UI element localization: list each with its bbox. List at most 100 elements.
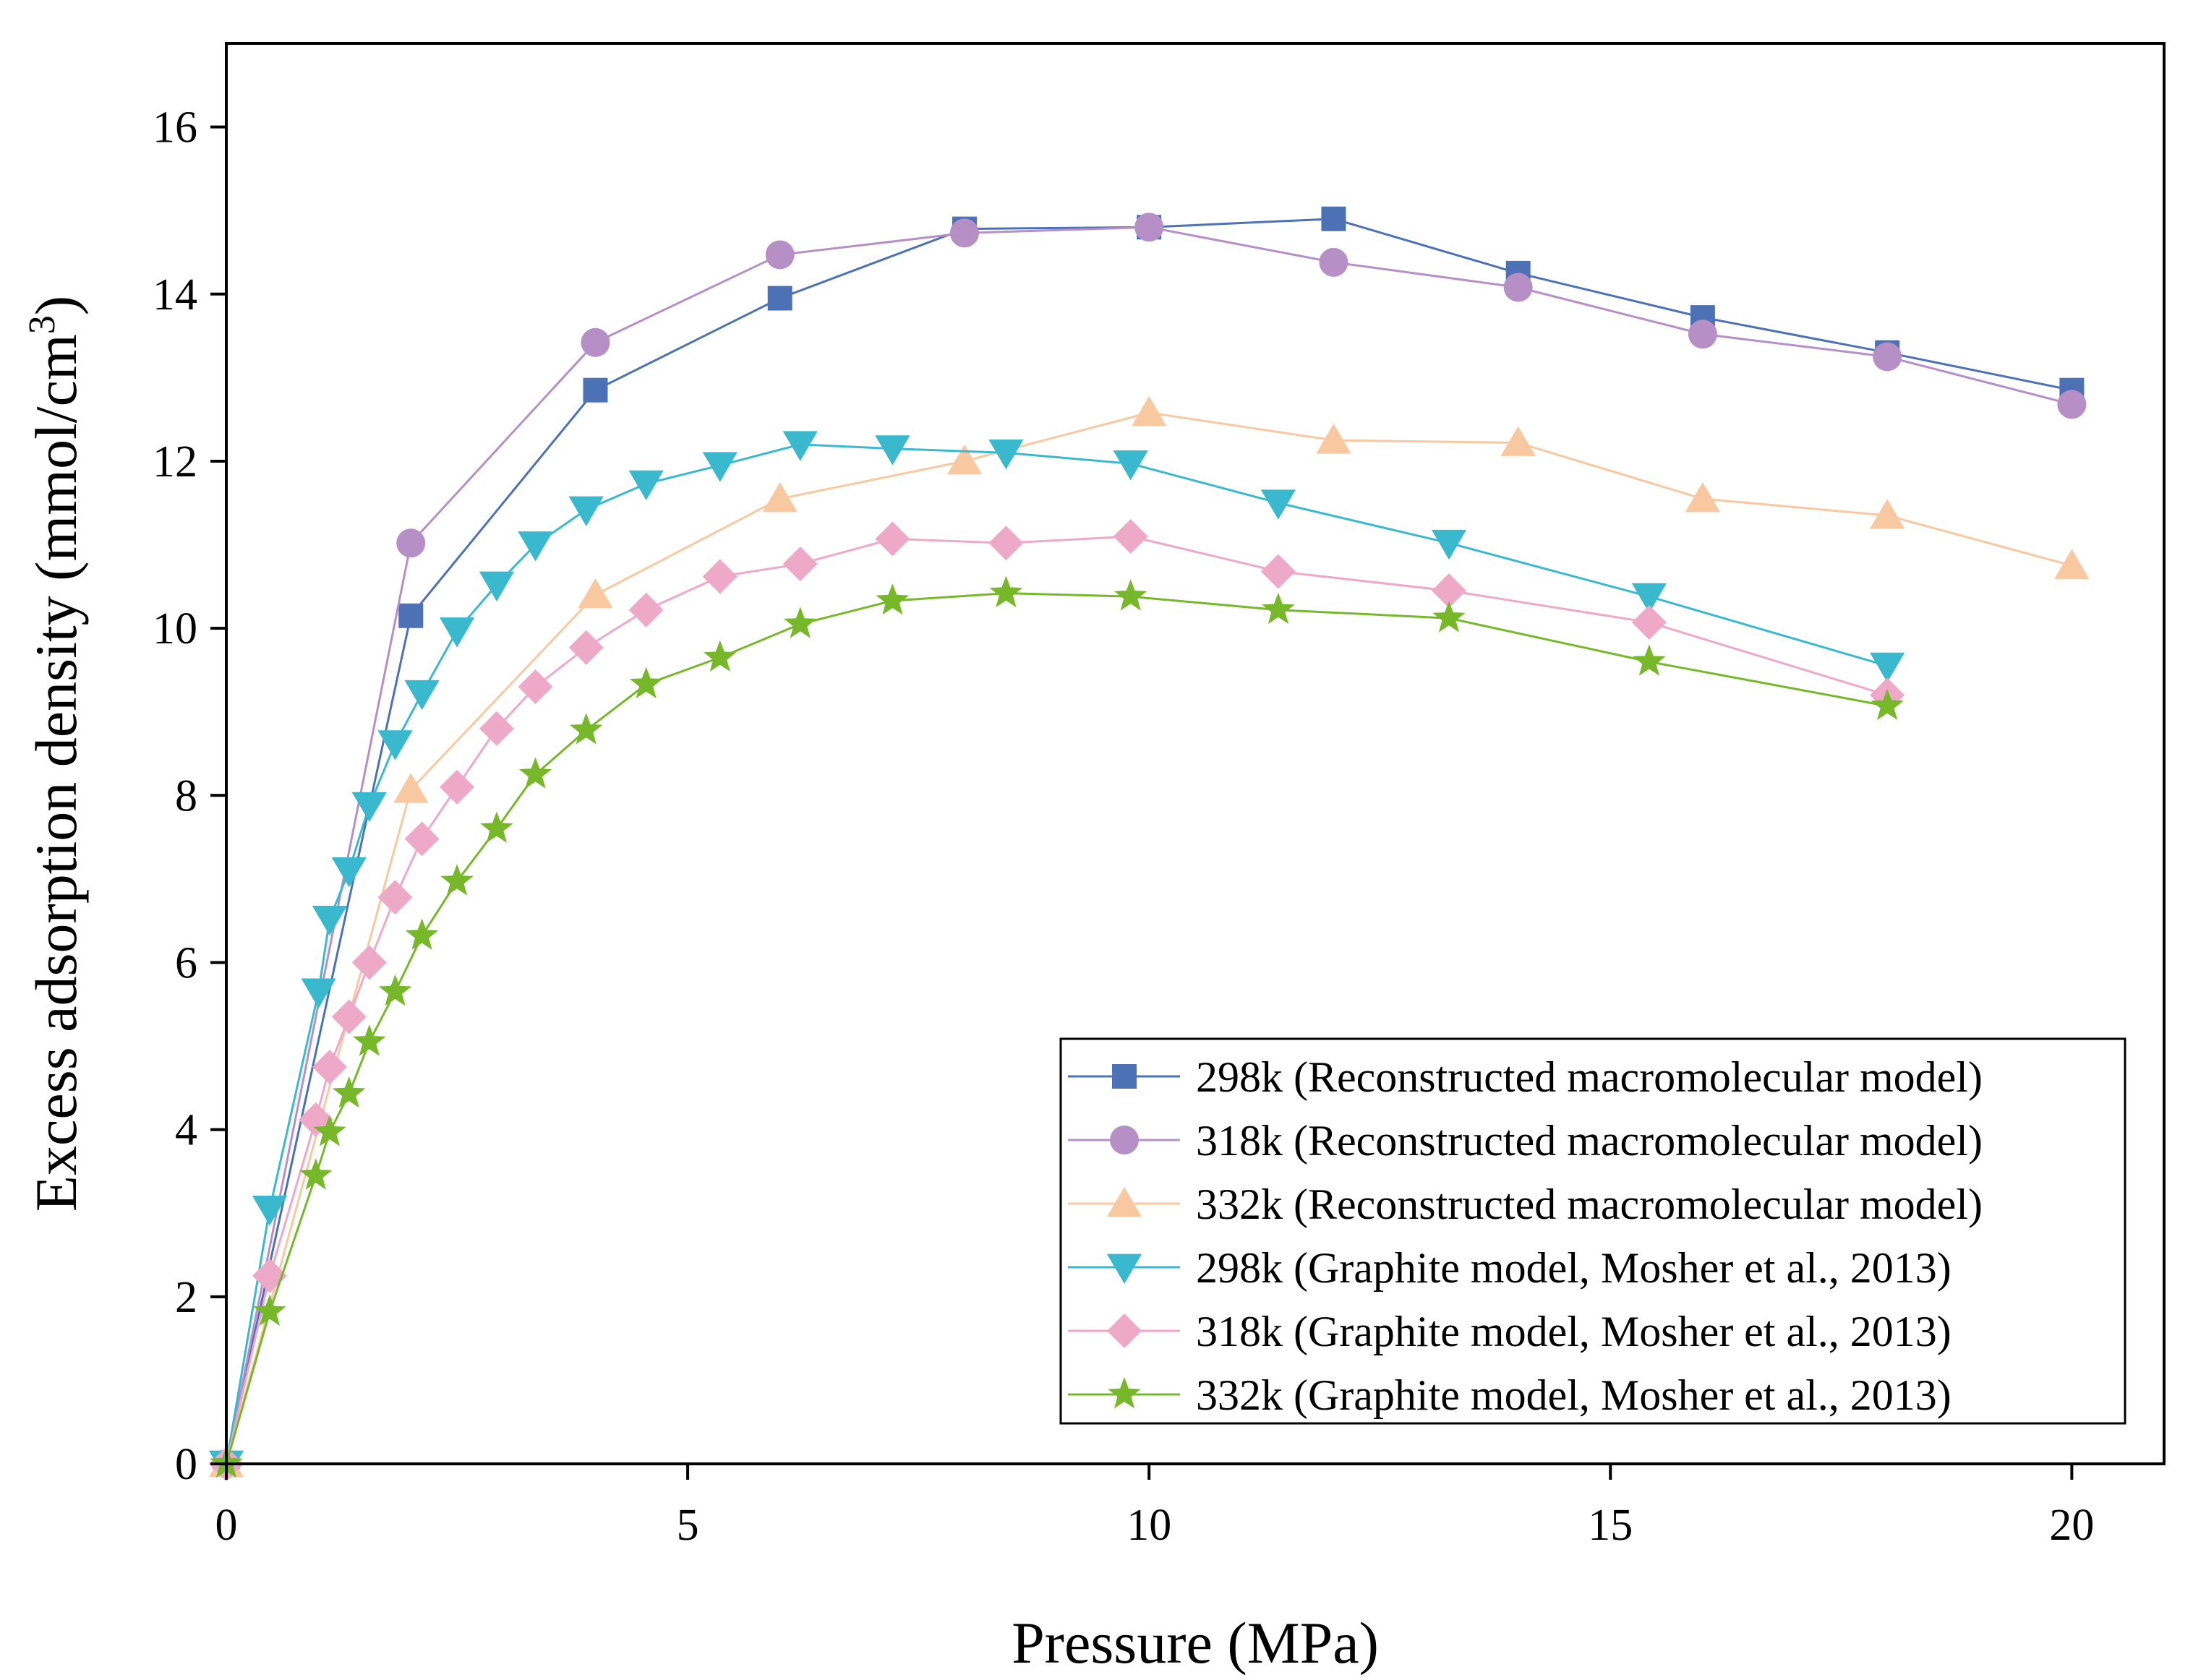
data-point [518,757,552,789]
y-tick-label: 14 [153,270,197,320]
data-point [782,431,818,461]
y-tick-label: 6 [175,938,197,987]
series-4 [208,431,1905,1480]
data-point [404,821,440,857]
data-point [2054,549,2090,579]
x-tick-label: 5 [677,1501,699,1550]
y-tick-label: 10 [153,604,197,653]
data-point [1132,395,1167,427]
data-point [946,444,983,475]
data-point [439,617,475,648]
data-point [1432,601,1466,633]
data-point [1431,573,1466,609]
data-point [313,1115,346,1147]
data-point [479,571,515,602]
data-point [332,1076,366,1108]
data-point [629,667,663,698]
data-point [628,592,664,627]
data-point [1631,583,1667,614]
x-tick-label: 20 [2049,1501,2094,1550]
data-point [479,711,514,746]
series-3 [208,395,2090,1478]
data-point [301,978,336,1008]
data-point [396,528,426,558]
data-point [1260,489,1296,520]
legend-marker [1110,1126,1139,1154]
y-tick-label: 12 [153,437,197,487]
data-point [1500,426,1536,456]
legend-marker [1107,1313,1142,1348]
data-point [1113,579,1147,611]
data-point [702,559,738,594]
data-point [440,864,474,896]
y-tick-label: 16 [153,103,197,153]
legend: 298k (Reconstructed macromolecular model… [1059,1037,2126,1425]
legend-label: 298k (Graphite model, Mosher et al., 201… [1196,1244,1952,1292]
data-point [702,452,738,482]
series-5 [209,518,1905,1481]
data-point [568,630,604,665]
y-axis-title-superscript: 3 [22,315,63,334]
legend-item: 298k (Graphite model, Mosher et al., 201… [1068,1244,1952,1292]
data-point [2057,390,2087,419]
data-point [583,377,608,403]
y-axis-title-suffix: ) [23,296,89,315]
y-tick-label: 8 [175,771,197,820]
x-axis-title: Pressure (MPa) [1012,1610,1379,1676]
data-point [405,918,439,950]
legend-marker [1112,1064,1137,1089]
data-point [1871,688,1904,720]
y-tick-label: 2 [175,1273,197,1322]
data-point [393,773,429,803]
data-point [1869,499,1905,529]
legend-item: 318k (Graphite model, Mosher et al., 201… [1068,1308,1952,1355]
data-point [253,1294,286,1326]
series-layer [208,206,2090,1481]
data-point [578,578,613,609]
legend-label: 318k (Graphite model, Mosher et al., 201… [1196,1308,1952,1355]
data-point [1262,592,1295,625]
data-point [353,1024,386,1056]
legend-item: 332k (Reconstructed macromolecular model… [1068,1180,1983,1228]
data-point [1260,554,1296,589]
data-point [1319,247,1348,277]
data-point [765,240,795,270]
data-point [762,481,798,513]
data-point [252,1196,288,1226]
data-point [1321,206,1346,231]
data-point [351,792,387,823]
data-point [377,730,413,760]
data-point [784,607,817,638]
legend-box [1059,1037,2126,1425]
data-point [518,531,553,562]
legend-item: 298k (Reconstructed macromolecular model… [1068,1053,1983,1101]
plot-frame [225,42,2166,1465]
data-point [988,526,1024,561]
data-point [988,439,1024,470]
data-point [312,1049,347,1084]
data-point [299,1158,333,1190]
data-point [767,286,792,311]
data-point [703,640,737,672]
legend-label: 332k (Reconstructed macromolecular model… [1196,1180,1983,1228]
data-point [378,974,412,1006]
data-point [1316,424,1351,454]
data-point [875,521,910,557]
data-point [440,769,475,805]
legend-label: 298k (Reconstructed macromolecular model… [1196,1053,1983,1101]
data-point [949,218,979,248]
legend-label: 318k (Reconstructed macromolecular model… [1196,1117,1983,1165]
legend-label: 332k (Graphite model, Mosher et al., 201… [1196,1371,1952,1419]
series-6 [210,575,1904,1478]
data-point [518,669,553,705]
legend-marker [1106,1253,1142,1284]
data-point [331,999,367,1034]
data-point [782,547,818,582]
data-point [398,603,424,628]
series-2 [212,213,2087,1478]
data-point [1431,529,1467,560]
legend-item: 332k (Graphite model, Mosher et al., 201… [1068,1371,1952,1419]
data-point [1873,342,1902,372]
